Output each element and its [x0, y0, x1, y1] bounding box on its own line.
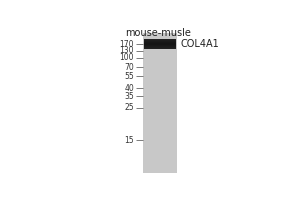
Text: 55: 55	[124, 72, 134, 81]
Text: COL4A1: COL4A1	[181, 39, 219, 49]
Text: 40: 40	[124, 84, 134, 93]
Bar	[145, 48, 176, 49]
Bar	[145, 47, 176, 48]
Bar	[145, 43, 176, 44]
Bar	[145, 39, 176, 40]
Bar	[145, 48, 176, 49]
Bar	[145, 44, 176, 45]
Bar	[145, 46, 176, 47]
Bar	[145, 45, 176, 46]
Bar	[145, 44, 176, 45]
Text: 25: 25	[124, 103, 134, 112]
Text: 130: 130	[119, 46, 134, 55]
Text: mouse-musle: mouse-musle	[125, 28, 191, 38]
Text: 70: 70	[124, 63, 134, 72]
Text: 100: 100	[119, 53, 134, 62]
Bar	[143, 33, 177, 173]
Text: 15: 15	[124, 136, 134, 145]
Text: 170: 170	[119, 40, 134, 49]
Bar	[145, 41, 176, 42]
Bar	[145, 43, 176, 44]
Bar	[145, 46, 176, 47]
Bar	[145, 45, 176, 46]
Bar	[145, 42, 176, 43]
Bar	[145, 47, 176, 48]
Text: 35: 35	[124, 92, 134, 101]
Bar	[145, 40, 176, 41]
